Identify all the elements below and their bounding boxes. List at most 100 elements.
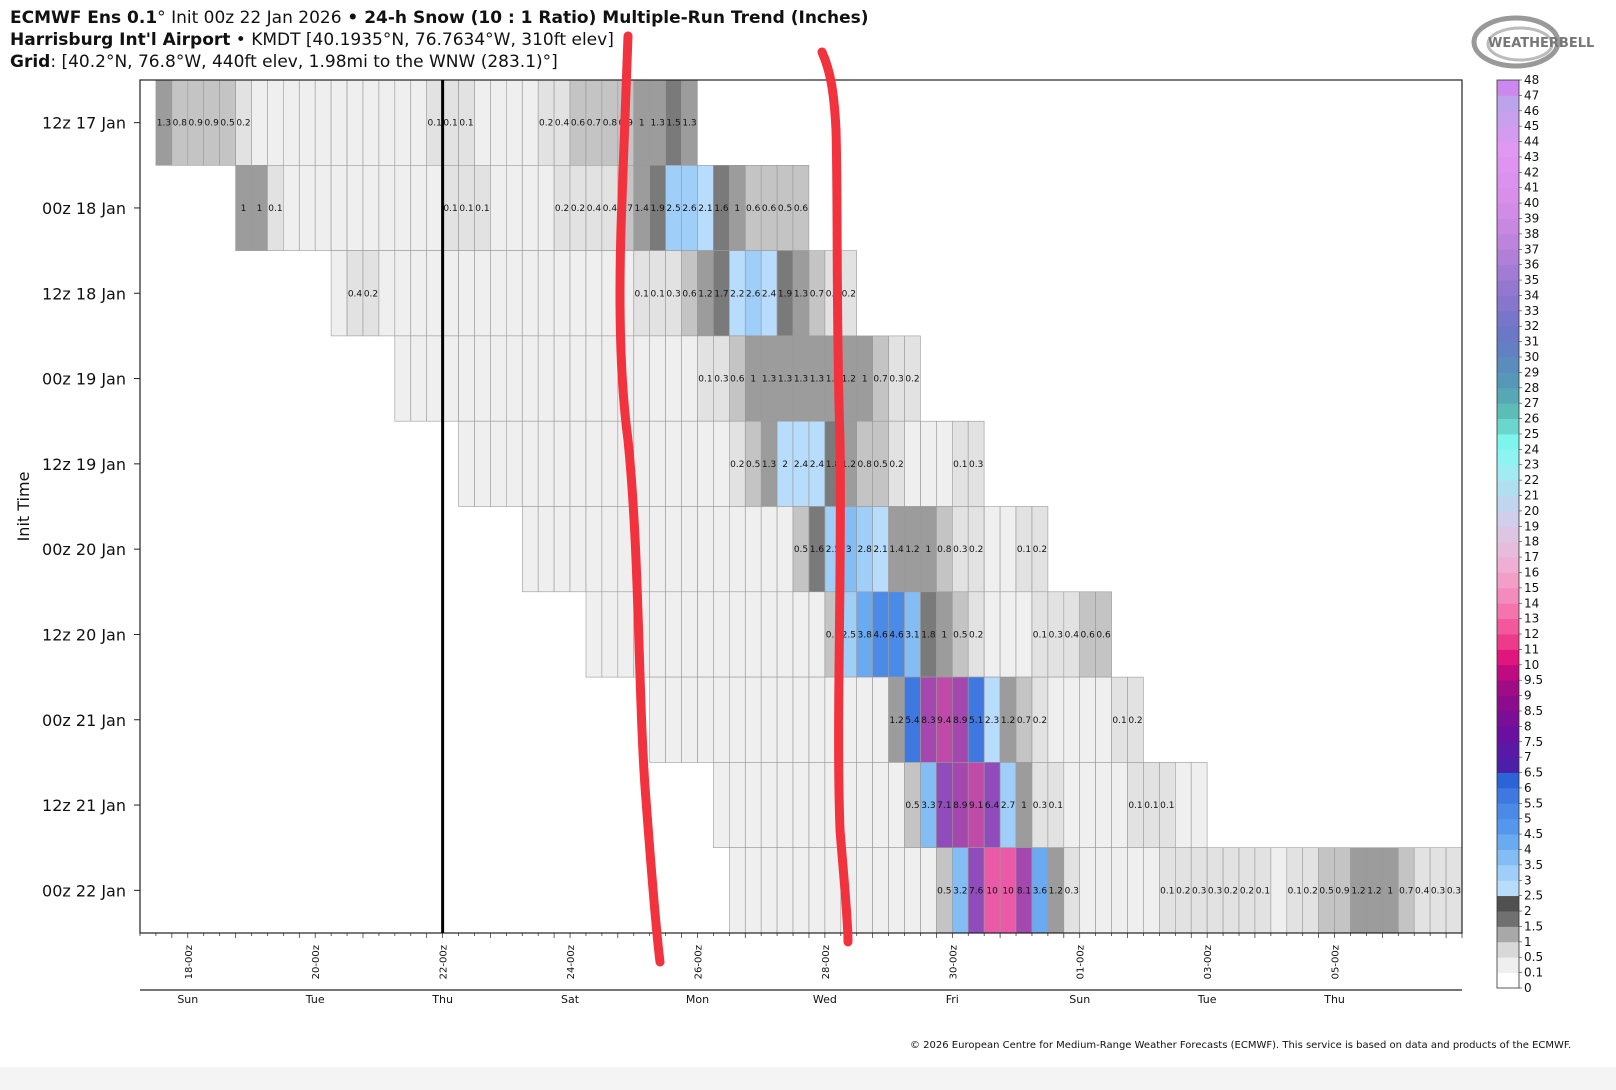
cell-value-label: 4.6 (889, 630, 904, 640)
colorbar-segment (1497, 233, 1519, 250)
colorbar-tick-label: 27 (1524, 396, 1539, 410)
heatmap-cell (362, 165, 380, 251)
cell-value-label: 0.5 (746, 460, 760, 470)
copyright-credit: © 2026 European Centre for Medium-Range … (910, 1040, 1572, 1051)
heatmap-cell (330, 79, 348, 166)
heatmap-cell (585, 506, 603, 593)
heatmap-cell (776, 591, 794, 678)
cell-value-label: 2.6 (682, 204, 697, 214)
colorbar-tick-label: 39 (1524, 212, 1539, 226)
cell-value-label: 0.3 (714, 375, 728, 385)
colorbar-tick-label: 9 (1524, 689, 1532, 703)
heatmap-cell (697, 420, 714, 507)
chart-title-line-1: ECMWF Ens 0.1° Init 00z 22 Jan 2026 • 24… (10, 8, 869, 28)
cell-value-label: 3.8 (858, 630, 873, 640)
heatmap-cell (792, 591, 810, 678)
cell-value-label: 1 (639, 119, 645, 129)
cell-value-label: 2.7 (1001, 801, 1015, 811)
cell-value-label: 1 (734, 204, 740, 214)
chart-title-line-2: Harrisburg Int'l Airport • KMDT [40.1935… (10, 30, 614, 50)
heatmap-cell (314, 79, 332, 166)
colorbar-segment (1497, 341, 1519, 358)
cell-value-label: 9.1 (969, 801, 983, 811)
colorbar-segment (1497, 541, 1519, 558)
colorbar-segment (1497, 249, 1519, 266)
heatmap-cell (505, 420, 523, 507)
heatmap-cell (282, 79, 300, 166)
heatmap-cell (601, 591, 619, 678)
heatmap-cell (346, 165, 364, 251)
heatmap-cell (760, 847, 778, 934)
colorbar-tick-label: 47 (1524, 88, 1539, 102)
cell-value-label: 0.2 (539, 119, 553, 129)
heatmap-cell (728, 591, 746, 678)
heatmap-cell (792, 762, 810, 849)
init-time-label: 12z 19 Jan (42, 455, 126, 474)
cell-value-label: 1.2 (1049, 886, 1063, 896)
colorbar-tick-label: 33 (1524, 304, 1539, 318)
heatmap-cell (760, 676, 778, 763)
cell-value-label: 0.1 (459, 119, 473, 129)
cell-value-label: 0.2 (889, 460, 903, 470)
heatmap-cell (426, 250, 443, 337)
heatmap-cell (458, 335, 475, 422)
heatmap-cell (697, 506, 714, 593)
heatmap-cells (155, 79, 1463, 934)
cell-value-label: 2.5 (826, 545, 840, 555)
colorbar-tick-label: 38 (1524, 227, 1539, 241)
cell-value-label: 0.1 (1112, 716, 1126, 726)
heatmap-cell (569, 250, 587, 337)
red-annotation-line-right (817, 47, 853, 947)
heatmap-cell (697, 676, 714, 763)
heatmap-cell (426, 165, 443, 251)
colorbar-tick-label: 25 (1524, 427, 1539, 441)
heatmap-cell (474, 250, 491, 337)
cell-value-label: 0.2 (1033, 716, 1047, 726)
cell-value-label: 1.4 (635, 204, 650, 214)
init-time-label: 12z 20 Jan (42, 625, 126, 644)
cell-value-label: 1.3 (826, 375, 840, 385)
cell-value-label: 6.4 (985, 801, 1000, 811)
cell-value-label: 1.3 (682, 119, 696, 129)
heatmap-cell (713, 420, 730, 507)
cell-value-label: 0.4 (348, 289, 363, 299)
heatmap-cell (585, 250, 603, 337)
heatmap-cell (808, 591, 826, 678)
colorbar-segment (1497, 803, 1519, 820)
cell-value-label: 0.1 (443, 119, 457, 129)
cell-value-label: 8.9 (953, 716, 968, 726)
plot-frame (139, 79, 1463, 934)
init-time-label: 00z 19 Jan (42, 370, 126, 389)
snow-trend-chart: 1.3 0.8 0.9 0.9 0.5 0.2 0.1 0.1 0.1 0.2 0.4 0.6 0.7 0… (14, 31, 1543, 1006)
cell-value-label: 0.1 (1288, 886, 1302, 896)
cell-value-label: 0.5 (794, 545, 808, 555)
heatmap-cell (1015, 591, 1033, 678)
cell-value-label: 1.3 (762, 375, 776, 385)
colorbar-tick-label: 34 (1524, 288, 1539, 302)
colorbar-tick-label: 8 (1524, 719, 1532, 733)
colorbar-segment (1497, 418, 1519, 435)
colorbar-segment (1497, 741, 1519, 758)
cell-value-label: 1.2 (698, 289, 712, 299)
heatmap-cell (744, 676, 762, 763)
cell-value-label: 0.1 (443, 204, 457, 214)
cell-value-label: 0.6 (762, 204, 777, 214)
cell-value-label: 0.6 (571, 119, 586, 129)
colorbar-segment (1497, 449, 1519, 466)
day-label: Sat (561, 993, 580, 1006)
heatmap-cell (521, 335, 539, 422)
day-label: Wed (813, 993, 837, 1006)
heatmap-cell (681, 420, 698, 507)
init-text: Init 00z 22 Jan 2026 (171, 8, 342, 28)
cell-value-label: 0.5 (937, 886, 951, 896)
colorbar-tick-label: 4 (1524, 842, 1532, 856)
heatmap-cell (1063, 762, 1081, 849)
cell-value-label: 0.6 (682, 289, 697, 299)
colorbar-segment (1497, 849, 1519, 866)
cell-value-label: 0.1 (1049, 801, 1063, 811)
cell-value-label: 0.2 (364, 289, 378, 299)
heatmap-cell (872, 762, 889, 849)
cell-value-label: 1.7 (714, 289, 728, 299)
colorbar-segment (1497, 864, 1519, 881)
